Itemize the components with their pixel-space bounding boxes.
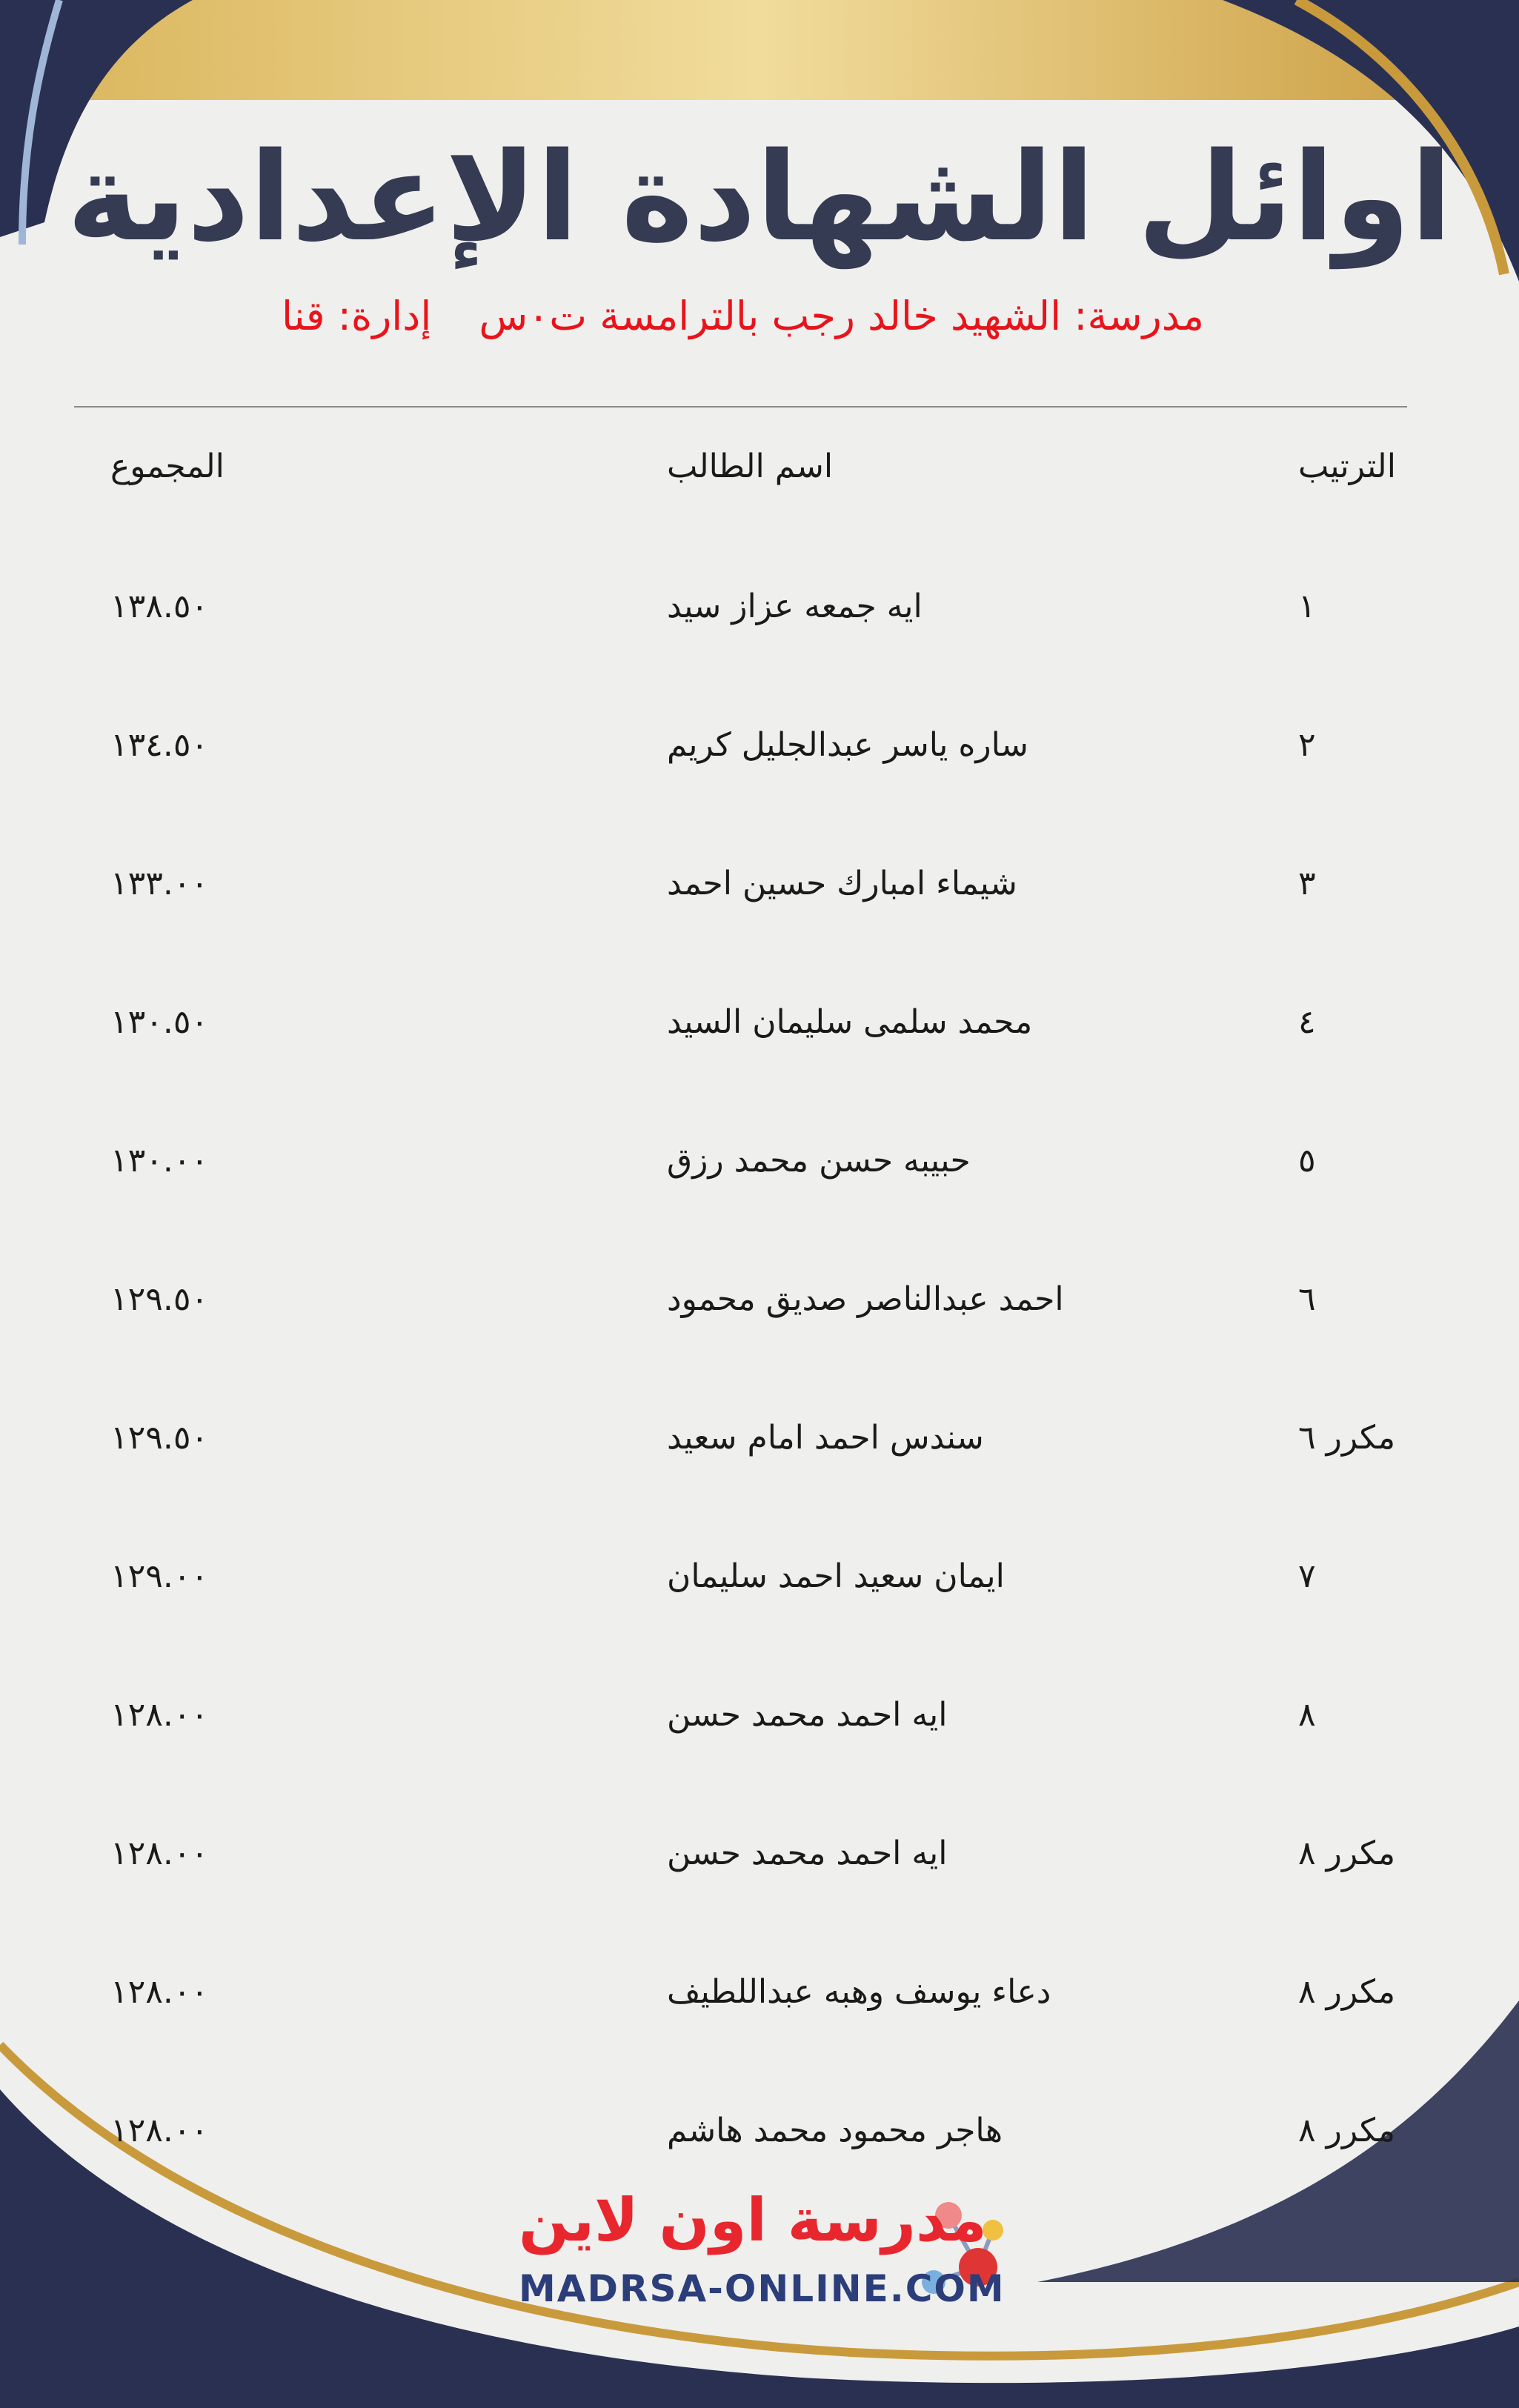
bottom-gold: [0, 2041, 1519, 2361]
student-name: شيماء امبارك حسين احمد: [667, 865, 1017, 902]
total: ١٣٣.٠٠: [110, 865, 209, 902]
student-name: محمد سلمى سليمان السيد: [667, 1003, 1033, 1041]
bottom-right-wave: [1037, 2000, 1519, 2282]
rank: ٥: [1298, 1142, 1316, 1180]
rank: مكرر ٦: [1298, 1419, 1396, 1457]
logo-url: MADRSA-ONLINE.COM: [519, 2267, 1006, 2310]
total: ١٣٤.٥٠: [110, 726, 209, 764]
student-name: هاجر محمود محمد هاشم: [667, 2112, 1003, 2149]
school: مدرسة: الشهيد خالد رجب بالترامسة ت٠س: [479, 293, 1204, 339]
rank: ٨: [1298, 1696, 1316, 1734]
student-name: ايه جمعه عزاز سيد: [667, 588, 923, 625]
rank: ٣: [1298, 865, 1316, 902]
rank: ٤: [1298, 1003, 1316, 1041]
rank: ٢: [1298, 726, 1316, 764]
total: ١٢٨.٠٠: [110, 2112, 209, 2149]
logo-text: مدرسة اون لاين: [519, 2186, 987, 2255]
logo-icon: [922, 2202, 1003, 2294]
corner-right: [1223, 0, 1519, 282]
student-name: دعاء يوسف وهبه عبداللطيف: [667, 1973, 1051, 2011]
student-name: ايمان سعيد احمد سليمان: [667, 1557, 1005, 1595]
total: ١٢٩.٠٠: [110, 1557, 209, 1595]
blue-curve: [19, 0, 63, 245]
title: اوائل الشهادة الإعدادية: [67, 126, 1452, 268]
column-header: الترتيب: [1298, 448, 1396, 485]
student-name: حبيبه حسن محمد رزق: [667, 1142, 971, 1180]
student-name: ايه احمد محمد حسن: [667, 1696, 948, 1734]
gold-curve: [1294, 0, 1509, 276]
bottom-wave: [0, 2089, 1519, 2408]
total: ١٢٩.٥٠: [110, 1419, 209, 1457]
column-header: اسم الطالب: [667, 448, 834, 485]
student-name: سندس احمد امام سعيد: [667, 1419, 984, 1457]
student-name: ساره ياسر عبدالجليل كريم: [667, 726, 1028, 764]
student-name: احمد عبدالناصر صديق محمود: [667, 1280, 1064, 1318]
rank: مكرر ٨: [1298, 1973, 1396, 2011]
total: ١٢٨.٠٠: [110, 1696, 209, 1734]
total: ١٣٠.٥٠: [110, 1003, 209, 1041]
rank: ٧: [1298, 1557, 1316, 1595]
total: ١٣٨.٥٠: [110, 588, 209, 625]
rank: مكرر ٨: [1298, 2112, 1396, 2149]
column-header: المجموع: [110, 448, 225, 485]
total: ١٣٠.٠٠: [110, 1142, 209, 1180]
total: ١٢٨.٠٠: [110, 1973, 209, 2011]
administration: إدارة: قنا: [282, 293, 432, 339]
total: ١٢٩.٥٠: [110, 1280, 209, 1318]
total: ١٢٨.٠٠: [110, 1835, 209, 1872]
student-name: ايه احمد محمد حسن: [667, 1835, 948, 1872]
rank: ٦: [1298, 1280, 1316, 1318]
corner-left: [0, 0, 193, 237]
rank: مكرر ٨: [1298, 1835, 1396, 1872]
rank: ١: [1298, 588, 1316, 625]
